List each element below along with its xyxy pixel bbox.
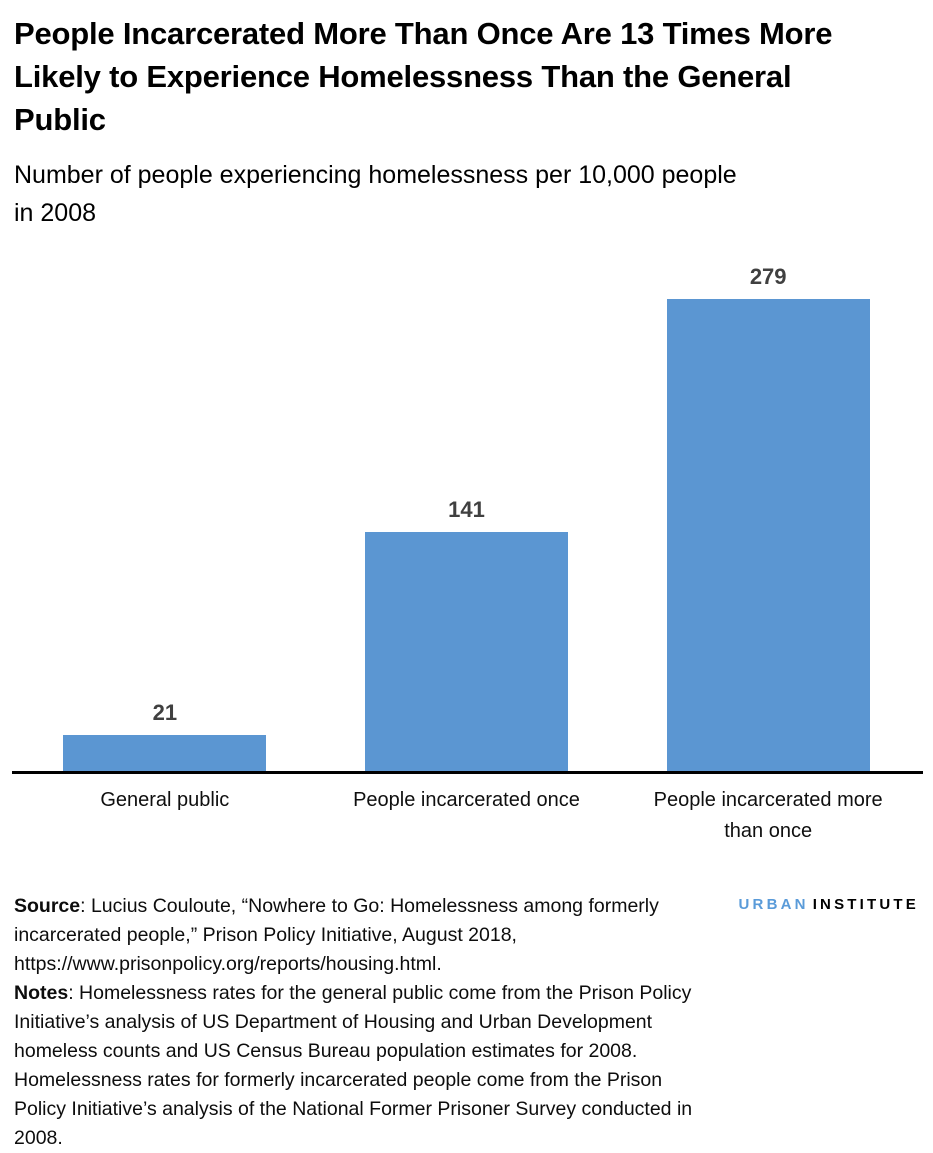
bar-general-public: [63, 735, 267, 771]
notes-text: : Homelessness rates for the general pub…: [14, 982, 693, 1149]
x-axis-labels: General public People incarcerated once …: [14, 774, 919, 847]
source-notes: Source: Lucius Couloute, “Nowhere to Go:…: [14, 892, 716, 1153]
notes-line: Notes: Homelessness rates for the genera…: [14, 979, 716, 1153]
bar-incarcerated-more-than-once: [666, 299, 870, 771]
logo-urban-text: URBAN: [738, 896, 809, 913]
source-line: Source: Lucius Couloute, “Nowhere to Go:…: [14, 892, 716, 979]
bar-column-general-public: 21: [14, 700, 316, 771]
category-label-incarcerated-more-than-once: People incarcerated more than once: [653, 789, 883, 842]
bar-column-incarcerated-more-than-once: 279: [617, 264, 919, 771]
bar-chart: 21 141 279 General public People incarce…: [12, 251, 923, 847]
page-title: People Incarcerated More Than Once Are 1…: [14, 16, 833, 137]
bar-incarcerated-once: [365, 532, 568, 771]
notes-label: Notes: [14, 982, 69, 1004]
urban-institute-logo: URBAN INSTITUTE: [739, 892, 919, 913]
chart-subtitle: Number of people experiencing homelessne…: [14, 161, 737, 227]
bar-value-label: 279: [749, 264, 787, 289]
bar-value-label: 141: [448, 497, 485, 522]
bar-value-label: 21: [152, 700, 178, 725]
x-axis-line: [12, 771, 923, 774]
source-label: Source: [14, 895, 81, 917]
logo-institute-text: INSTITUTE: [812, 896, 919, 913]
category-label-incarcerated-once: People incarcerated once: [353, 789, 580, 811]
plot-area: 21 141 279: [14, 251, 919, 771]
category-label-general-public: General public: [100, 789, 230, 811]
source-text: : Lucius Couloute, “Nowhere to Go: Homel…: [14, 895, 659, 975]
bar-column-incarcerated-once: 141: [316, 497, 618, 771]
chart-footer: Source: Lucius Couloute, “Nowhere to Go:…: [14, 892, 919, 1153]
